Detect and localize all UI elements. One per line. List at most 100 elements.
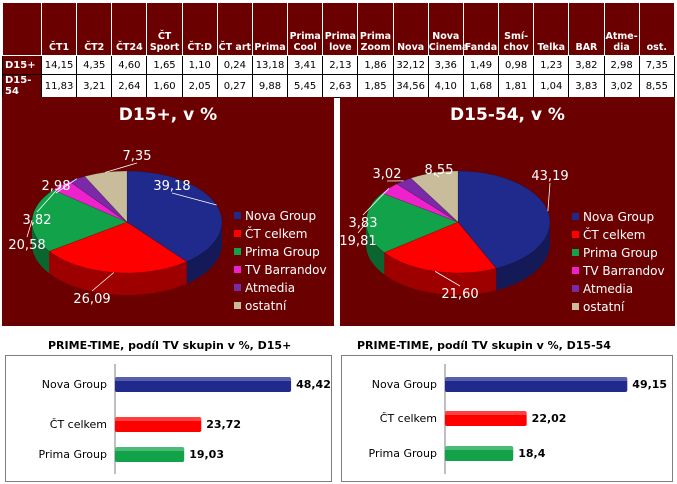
bar-category-label: Nova Group [42,378,107,391]
legend-swatch [234,230,241,237]
table-cell: 0,98 [498,55,535,75]
legend-swatch [572,267,579,274]
table-cell: 8,55 [638,74,676,98]
leader-line [91,272,115,292]
legend-label: TV Barrandov [582,264,665,278]
bar-value-label: 22,02 [532,412,567,425]
table-body: D15+ 14,15 4,35 4,60 1,65 1,10 0,24 13,18 3,41 2,… [2,55,676,98]
table-column-header: Prima Zoom [357,2,394,56]
table-row-label: D15+ [2,55,42,75]
table-header-row: ČT1 ČT2 ČT24 ČT Sport ČT:D ČT art Prima Prima C… [2,2,676,56]
table-cell: 0,27 [216,74,253,98]
pie-slices [365,170,551,274]
bar-panel-d15plus: Nova Group 48,42 ČT celkem 23,72 Prima Group… [5,355,332,482]
pie-data-label: 43,19 [531,169,568,184]
leader-line [26,220,33,238]
table-row: D15-54 11,83 3,21 2,64 1,60 2,05 0,27 9,88 5,45 2… [2,74,676,98]
table-column-header: ČT Sport [146,2,183,56]
pie-data-label: 39,18 [153,179,190,194]
bar-value-label: 48,42 [296,378,331,391]
legend-swatch [234,248,241,255]
pie-slice-side [366,222,385,275]
table-cell: 9,88 [251,74,289,98]
table-cell: 3,21 [76,74,113,98]
table-cell: 4,10 [427,74,464,98]
table-cell: 14,15 [40,55,78,75]
table-cell: 32,12 [392,55,429,75]
legend-swatch [572,285,579,292]
bar-chart-d15plus: Nova Group 48,42 ČT celkem 23,72 Prima Group… [39,364,331,474]
bar-highlight [115,417,202,421]
table-cell: 1,10 [181,55,218,75]
pie-data-label: 3,02 [373,167,402,182]
table-cell: 1,85 [357,74,394,98]
bar-group: Nova Group 49,15 [372,377,667,392]
table-column-header: Smí- chov [498,2,535,56]
bar-highlight [115,447,185,451]
table-cell: 2,64 [111,74,148,98]
pie-data-label: 8,55 [425,163,454,178]
pie-slice--t-celkem [48,221,188,274]
table-column-header: Prima Cool [287,2,324,56]
table-cell: 1,68 [462,74,500,98]
bar-highlight [445,446,514,450]
legend-label: Nova Group [583,210,654,224]
pie-slice-tv-barrandov [381,183,459,223]
table-column-header: Telka [533,2,570,56]
leader-line [55,178,78,194]
table-cell: 2,98 [603,55,640,75]
leader-line [36,185,62,213]
pie-panel-d15plus: 39,18 26,09 20,58 3,82 2,98 7,35 Nova Group ČT … [2,97,334,326]
table-column-header: ČT24 [111,2,148,56]
legend-label: Nova Group [245,209,316,223]
table-cell: 1,86 [357,55,394,75]
table-cell: 3,41 [287,55,324,75]
bar-value-label: 18,4 [518,447,545,460]
pie-title: D15-54, v % [450,105,565,125]
table-cell: 0,24 [216,55,253,75]
leader-line [434,271,461,287]
table-column-header: ČT:D [181,2,218,56]
legend-swatch [572,213,579,220]
pie-slices [31,170,223,274]
table-cell: 34,56 [392,74,429,98]
table-cell: 1,23 [533,55,570,75]
leader-line [357,222,367,234]
pie-slice-side [49,251,187,295]
legend-label: Atmedia [583,282,633,296]
table-corner-cell [2,2,42,56]
table-column-header: ČT2 [76,2,113,56]
table-cell: 3,82 [568,55,605,75]
table-column-header: Atme- dia [603,2,640,56]
leader-line [105,162,138,173]
bar-group: ČT celkem 22,02 [380,411,567,426]
bar-group: Nova Group 48,42 [42,377,331,392]
leader-line [433,172,440,178]
table-column-header: Nova [392,2,429,56]
legend-swatch [234,284,241,291]
table-cell: 3,02 [603,74,640,98]
table-column-header: Prima love [322,2,359,56]
table-cell: 1,65 [146,55,183,75]
pie-data-label: 7,35 [123,149,152,164]
bar-prima-group [115,447,185,462]
table-cell: 5,45 [287,74,324,98]
pie-slice-atmedia [396,177,459,223]
pie-slice-side [384,252,497,295]
pie-data-label: 3,83 [349,216,378,231]
table-row: D15+ 14,15 4,35 4,60 1,65 1,10 0,24 13,18 3,41 2,… [2,55,676,75]
table-column-header: Fanda [462,2,500,56]
table-cell: 1,04 [533,74,570,98]
pie-chart-d15plus: 39,18 26,09 20,58 3,82 2,98 7,35 Nova Group ČT … [8,149,326,313]
bar-value-label: 19,03 [189,448,224,461]
legend-swatch [572,303,579,310]
pie-legend: Nova Group ČT celkem Prima Group TV Barrand… [572,210,665,314]
bar-chart-title: PRIME-TIME, podíl TV skupin v %, D15+ [48,339,292,352]
bar-category-label: ČT celkem [50,418,107,431]
table-cell: 7,35 [638,55,676,75]
table-cell: 3,36 [427,55,464,75]
pie-panel-d15-54: 43,19 21,60 19,81 3,83 3,02 8,55 Nova Group ČT … [340,97,675,326]
table-cell: 3,83 [568,74,605,98]
bar-value-label: 23,72 [206,418,241,431]
table-cell: 2,13 [322,55,359,75]
